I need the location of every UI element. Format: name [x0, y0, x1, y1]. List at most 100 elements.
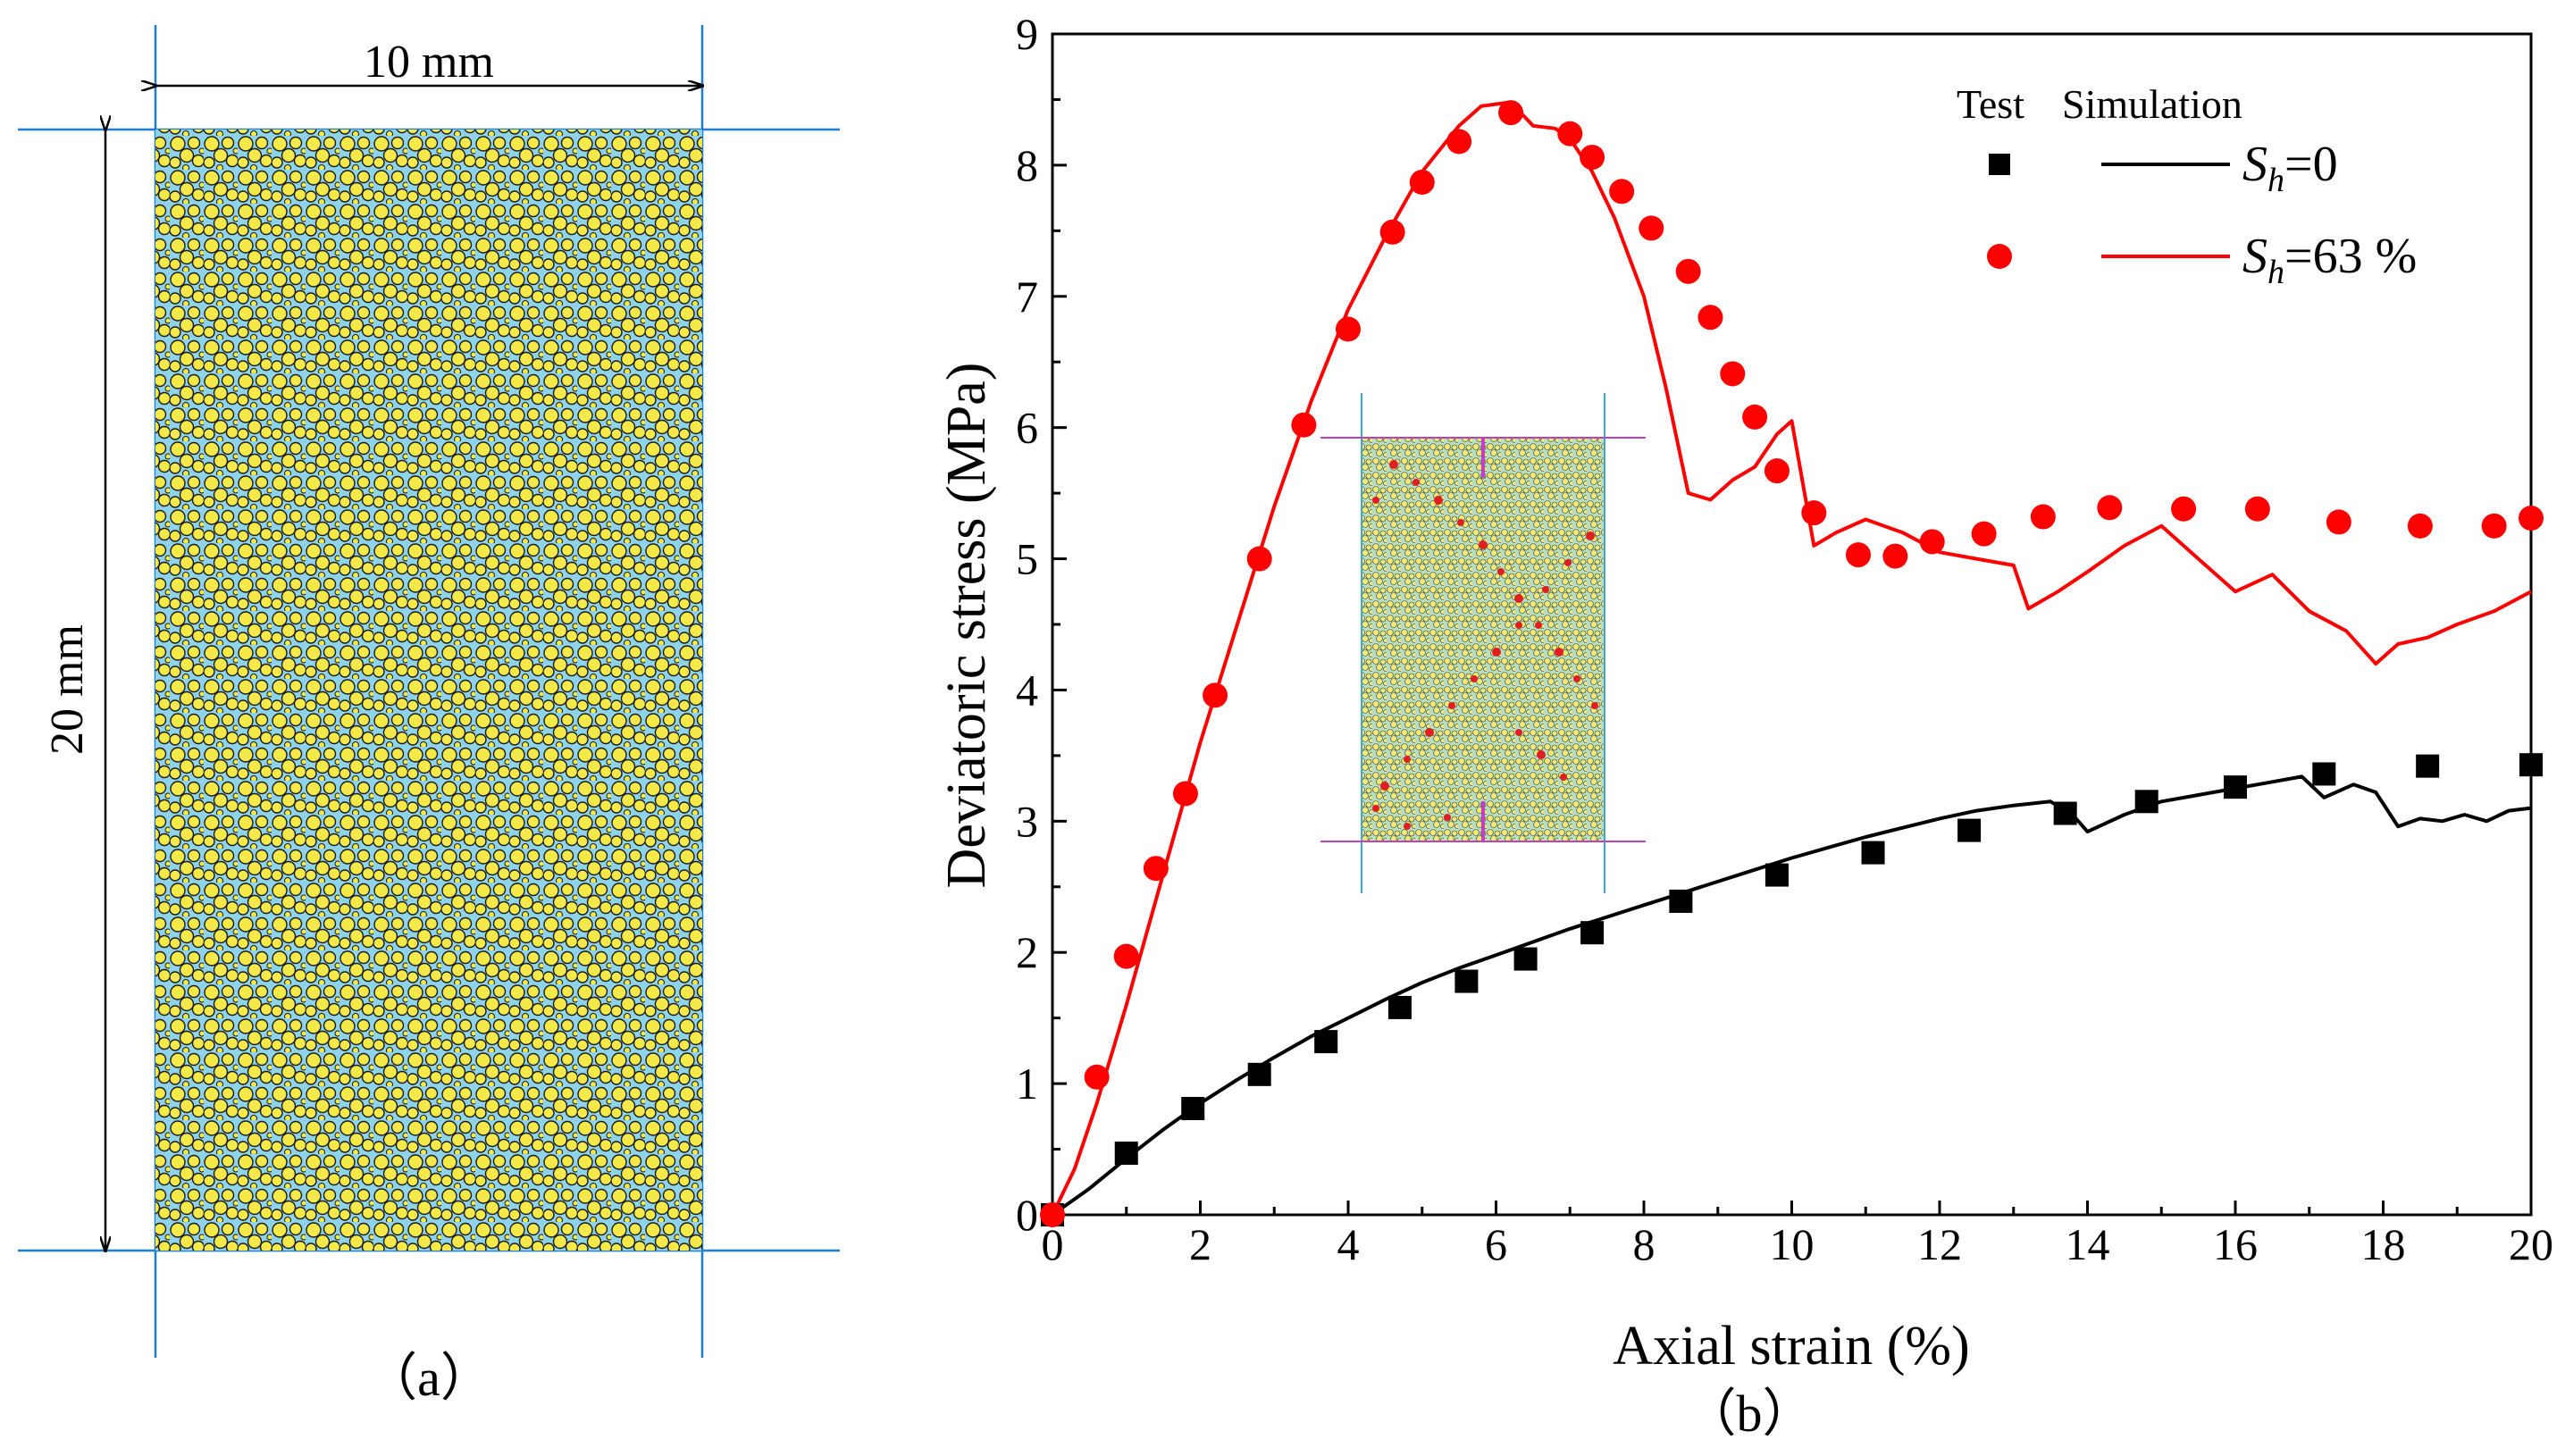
test-point-square — [1247, 1062, 1271, 1086]
test-point-square — [1764, 863, 1789, 887]
x-tick-label: 20 — [2509, 1219, 2553, 1269]
test-point-square — [1454, 969, 1479, 993]
test-point-circle — [1143, 856, 1169, 882]
y-tick-label: 0 — [1016, 1190, 1038, 1240]
test-point-square — [1114, 1141, 1138, 1165]
y-tick-label: 6 — [1016, 403, 1038, 453]
test-point-square — [1314, 1030, 1338, 1054]
test-point-square — [2224, 775, 2247, 799]
x-tick-label: 8 — [1633, 1219, 1656, 1269]
y-tick-label: 9 — [1016, 9, 1038, 59]
x-tick-label: 16 — [2213, 1219, 2258, 1269]
test-point-circle — [1801, 500, 1827, 526]
panel-a-caption: （a） — [365, 1349, 492, 1407]
test-point-square — [2134, 790, 2158, 814]
test-point-square — [1513, 947, 1538, 971]
test-point-circle — [2030, 504, 2056, 530]
test-point-circle — [1040, 1202, 1065, 1227]
x-tick-label: 4 — [1337, 1219, 1360, 1269]
test-point-circle — [1084, 1064, 1110, 1090]
y-tick-labels: 0 1 2 3 4 5 6 7 8 9 — [1016, 9, 1038, 1240]
simulation-line — [1051, 774, 2532, 1217]
legend-header-simulation: Simulation — [2062, 81, 2242, 127]
test-point-circle — [1919, 529, 1945, 555]
test-point-square — [2416, 754, 2440, 778]
y-axis-label: Deviatoric stress (MPa) — [936, 363, 997, 889]
test-point-circle — [1742, 404, 1768, 430]
height-label: 20 mm — [42, 624, 93, 755]
test-point-circle — [2481, 513, 2507, 539]
x-tick-label: 6 — [1485, 1219, 1507, 1269]
inset-specimen — [1320, 393, 1646, 893]
y-tick-label: 5 — [1016, 534, 1038, 584]
test-point-circle — [1557, 121, 1583, 146]
legend-marker-circle — [1987, 244, 2012, 269]
inset-specimen-image — [1362, 438, 1605, 841]
test-point-circle — [1580, 145, 1605, 171]
axis-ticks — [1051, 32, 2533, 1217]
test-point-square — [1957, 818, 1982, 842]
x-tick-label: 14 — [2066, 1219, 2110, 1269]
test-point-circle — [1291, 412, 1317, 438]
test-point-circle — [1203, 682, 1228, 708]
test-point-square — [2312, 762, 2336, 786]
x-tick-label: 2 — [1189, 1219, 1211, 1269]
test-point-square — [1181, 1097, 1205, 1121]
width-label: 10 mm — [364, 37, 494, 88]
test-point-circle — [1336, 316, 1361, 342]
panel-a: 10 mm 20 mm （a） — [18, 25, 840, 1407]
legend-label-sh63-rest: =63 % — [2284, 229, 2417, 284]
test-point-circle — [1639, 215, 1664, 241]
test-point-circle — [1498, 100, 1524, 126]
test-point-circle — [1446, 129, 1472, 155]
legend: Test Simulation Sh=0 Sh=63 % — [1957, 81, 2417, 291]
y-tick-label: 8 — [1016, 140, 1038, 190]
inset-crack-bands — [1372, 460, 1598, 830]
legend-label-sh0: Sh=0 — [2242, 137, 2338, 199]
simulation-lines — [1051, 100, 2532, 1217]
test-point-circle — [1409, 169, 1435, 195]
legend-label-sh63-main: S — [2242, 229, 2267, 284]
test-point-circle — [1971, 521, 1997, 547]
test-point-circle — [1379, 219, 1405, 245]
granular-specimen — [155, 130, 702, 1251]
test-point-circle — [2097, 495, 2123, 521]
test-point-circle — [2326, 509, 2351, 535]
test-point-circle — [1113, 943, 1139, 969]
test-point-circle — [2407, 513, 2433, 539]
test-point-circle — [1845, 542, 1871, 568]
legend-label-sh0-rest: =0 — [2284, 137, 2338, 192]
legend-label-sh63: Sh=63 % — [2242, 229, 2417, 291]
test-point-circle — [1246, 546, 1272, 572]
legend-label-sh0-sub: h — [2267, 162, 2284, 199]
y-tick-label: 4 — [1016, 665, 1038, 715]
legend-label-sh0-main: S — [2242, 137, 2267, 192]
x-tick-labels: 0 2 4 6 8 10 12 14 16 18 20 — [1042, 1219, 2554, 1269]
y-tick-label: 1 — [1016, 1059, 1038, 1109]
x-tick-label: 0 — [1042, 1219, 1064, 1269]
test-point-circle — [2171, 496, 2197, 522]
x-axis-label: Axial strain (%) — [1613, 1316, 1969, 1377]
legend-marker-square — [1989, 154, 2010, 175]
test-point-circle — [1172, 781, 1198, 807]
test-point-square — [2053, 801, 2077, 825]
test-point-circle — [2244, 496, 2270, 522]
legend-label-sh63-sub: h — [2267, 254, 2284, 291]
test-point-square — [2519, 753, 2543, 777]
test-point-square — [1669, 889, 1693, 913]
test-point-square — [1861, 841, 1885, 865]
panel-b-caption: （b） — [1684, 1385, 1814, 1443]
test-point-circle — [1720, 361, 1746, 387]
x-tick-label: 12 — [1917, 1219, 1962, 1269]
test-point-circle — [1675, 258, 1701, 284]
test-point-circle — [2519, 506, 2544, 531]
x-tick-label: 18 — [2361, 1219, 2406, 1269]
simulation-line — [1051, 100, 2532, 1216]
y-tick-label: 2 — [1016, 927, 1038, 977]
plot-frame — [1051, 32, 2533, 1217]
test-point-circle — [1697, 305, 1723, 331]
test-point-square — [1580, 921, 1605, 945]
y-tick-label: 7 — [1016, 272, 1038, 322]
